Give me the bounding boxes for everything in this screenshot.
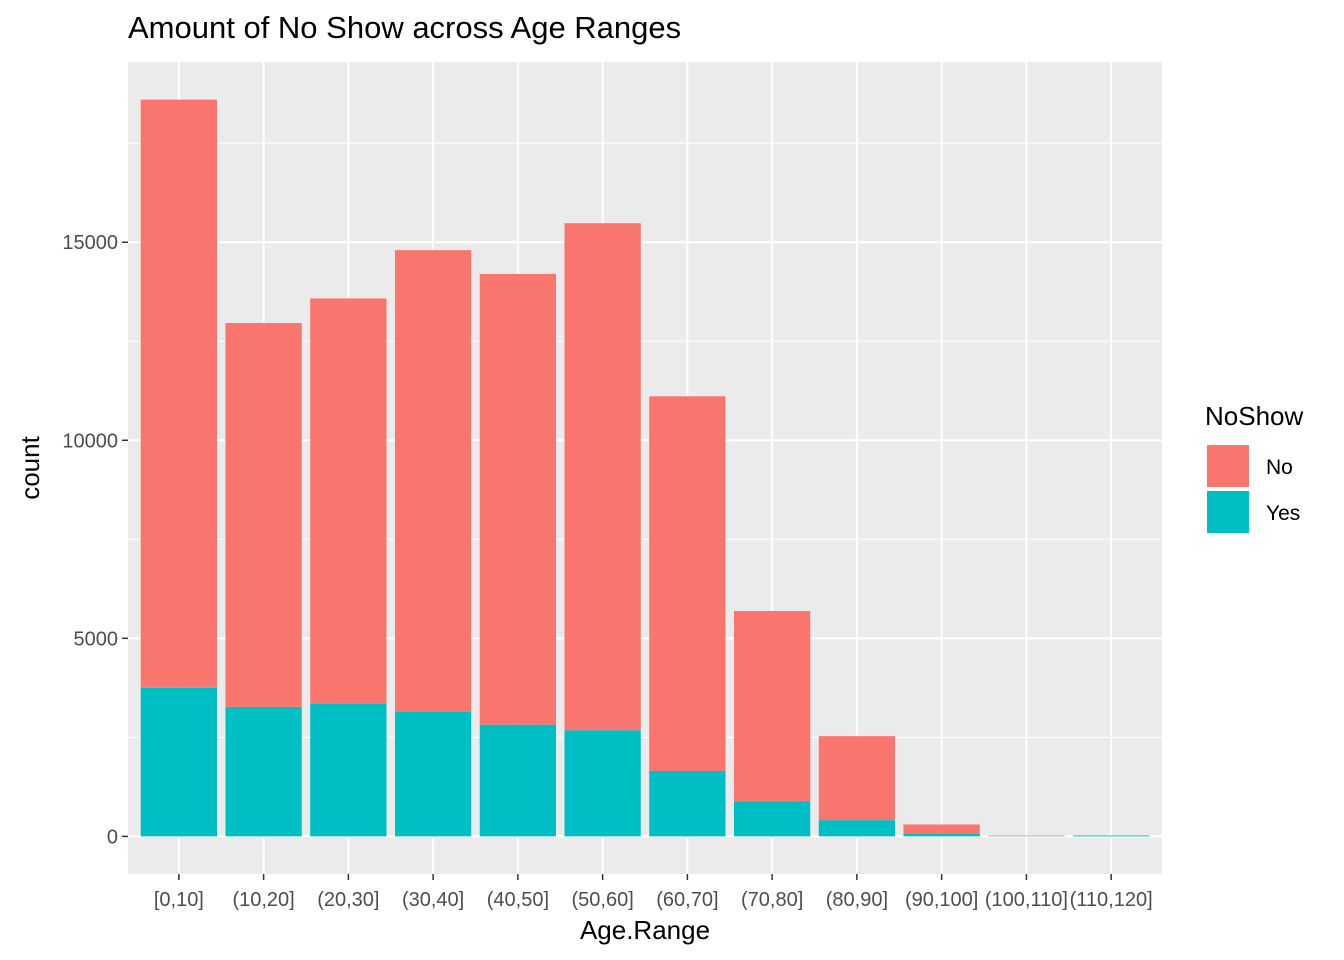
bar-no <box>310 298 387 704</box>
legend: NoShow No Yes <box>1205 401 1303 533</box>
bar-no <box>225 323 302 707</box>
legend-label-no: No <box>1266 456 1293 479</box>
y-tick-label: 0 <box>107 826 118 848</box>
bar-yes <box>140 687 217 837</box>
x-tick-label: (30,40] <box>402 889 464 911</box>
y-tick-label: 5000 <box>74 628 119 650</box>
y-tick-label: 15000 <box>62 232 118 254</box>
x-tick-label: (10,20] <box>232 889 294 911</box>
x-tick-label: [0,10] <box>154 889 204 911</box>
bar-yes <box>818 820 896 837</box>
bar-yes <box>394 711 472 837</box>
bar-yes <box>479 724 557 837</box>
bar-no <box>818 736 896 821</box>
bar-no <box>649 396 726 772</box>
x-tick-label: (60,70] <box>656 889 718 911</box>
bar-yes <box>310 703 387 837</box>
bar-yes <box>903 833 980 837</box>
legend-key-no <box>1207 445 1249 487</box>
bar-no <box>394 250 472 712</box>
bar-no <box>564 223 641 731</box>
y-axis-title: count <box>15 435 45 499</box>
x-axis-title: Age.Range <box>580 915 710 945</box>
chart-title: Amount of No Show across Age Ranges <box>128 10 682 45</box>
legend-title: NoShow <box>1205 401 1303 431</box>
bar-yes <box>649 771 726 837</box>
bar-yes <box>564 730 641 837</box>
bar-no <box>140 99 217 688</box>
y-tick-label: 10000 <box>62 430 118 452</box>
bar-no <box>988 835 1065 837</box>
legend-key-yes <box>1207 491 1249 533</box>
x-tick-label: (110,120] <box>1070 889 1153 911</box>
bar-no <box>903 824 980 834</box>
tick-layer: 0 5000 10000 15000 [0,10] (10,20] (20,30] (30,4… <box>62 232 1152 911</box>
bar-no <box>733 610 811 802</box>
bar-no <box>479 273 557 725</box>
legend-label-yes: Yes <box>1266 502 1300 525</box>
bar-yes <box>733 801 811 837</box>
x-tick-label: (80,90] <box>826 889 888 911</box>
x-tick-label: (40,50] <box>487 889 549 911</box>
x-tick-label: (20,30] <box>317 889 379 911</box>
x-tick-label: (70,80] <box>741 889 803 911</box>
bar-layer <box>140 99 1150 837</box>
x-tick-label: (90,100] <box>905 889 978 911</box>
x-tick-label: (100,110] <box>985 889 1068 911</box>
x-tick-label: (50,60] <box>571 889 633 911</box>
bar-yes <box>1073 835 1150 837</box>
bar-yes <box>225 706 302 837</box>
